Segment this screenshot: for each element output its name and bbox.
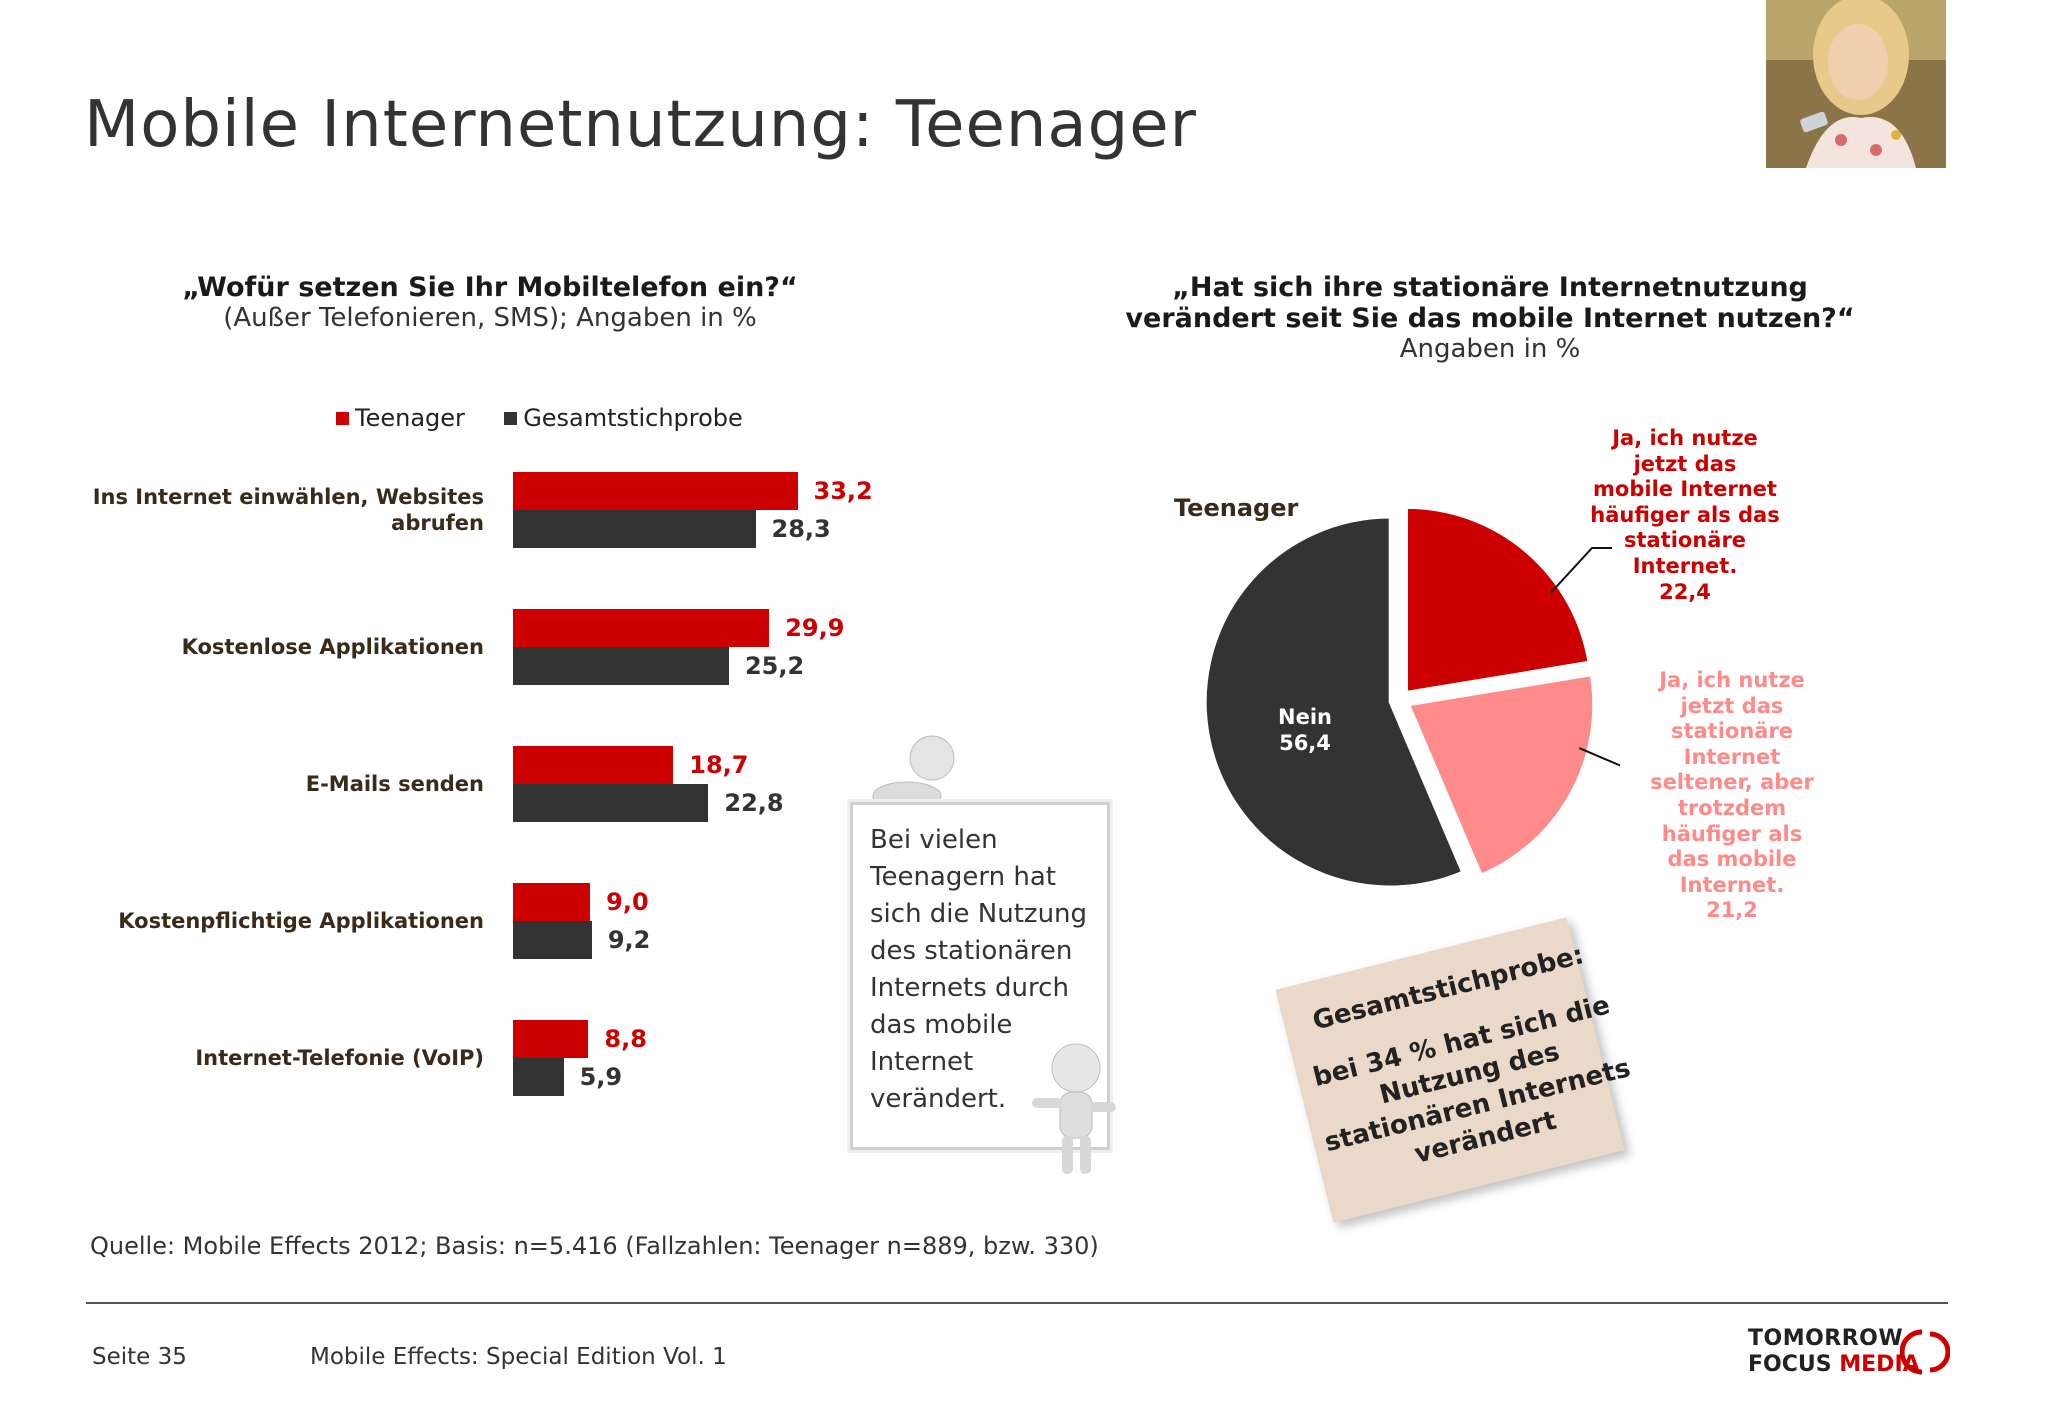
leader-line-ja-haeufiger (1549, 547, 1612, 594)
logo-ring-icon (1900, 1329, 1950, 1375)
category-label: Kostenlose Applikationen (181, 635, 484, 659)
bar-teenager (513, 883, 591, 921)
bar-teenager (513, 472, 798, 510)
category-label: Internet-Telefonie (VoIP) (195, 1046, 484, 1070)
category-label: Ins Internet einwählen, Websites abrufen (92, 485, 484, 535)
legend-label-teenager: Teenager (355, 404, 465, 432)
right-chart-subtitle: Angaben in % (1399, 334, 1581, 364)
pie-slice-nein (1203, 515, 1465, 889)
bar-gesamt (513, 510, 756, 548)
value-label-gesamt: 28,3 (771, 515, 831, 543)
pie-label-ja-seltener: Ja, ich nutze jetzt das stationäre Inter… (1646, 668, 1818, 924)
legend-swatch-gesamt (504, 412, 518, 425)
pie-label-ja-haeufiger-value: 22,4 (1659, 579, 1711, 604)
value-label-gesamt: 5,9 (579, 1063, 623, 1091)
bar-teenager (513, 609, 770, 647)
left-chart-subtitle: (Außer Telefonieren, SMS); Angaben in % (223, 303, 757, 333)
value-label-teenager: 18,7 (689, 751, 749, 779)
bar-gesamt (513, 921, 592, 959)
category-label: E-Mails senden (305, 772, 484, 796)
bar-gesamt (513, 784, 709, 822)
value-label-teenager: 9,0 (606, 888, 649, 916)
pie-title: Teenager (1174, 494, 1299, 522)
source-note: Quelle: Mobile Effects 2012; Basis: n=5.… (90, 1232, 1099, 1260)
pie-label-ja-haeufiger: Ja, ich nutze jetzt das mobile Internet … (1590, 426, 1780, 605)
page-title: Mobile Internetnutzung: Teenager (84, 88, 1197, 162)
left-chart-header: „Wofür setzen Sie Ihr Mobiltelefon ein?“… (170, 272, 810, 333)
category-label: Kostenpflichtige Applikationen (118, 909, 484, 933)
leader-line-ja-seltener (1578, 747, 1620, 767)
logo-line2: FOCUS MEDIA (1748, 1352, 1920, 1377)
pie-label-ja-seltener-text: Ja, ich nutze jetzt das stationäre Inter… (1650, 668, 1814, 897)
value-label-teenager: 33,2 (813, 477, 873, 505)
bar-teenager (513, 1020, 589, 1058)
value-label-teenager: 8,8 (604, 1025, 647, 1053)
pie-label-nein-value: 56,4 (1279, 731, 1331, 755)
value-label-gesamt: 25,2 (744, 652, 805, 680)
teenager-photo (1766, 0, 1946, 168)
pie-slice-ja-seltener (1406, 673, 1596, 878)
note-text: Bei vielen Teenagern hat sich die Nutzun… (870, 825, 1088, 1114)
footer-divider (86, 1302, 1948, 1304)
pie-label-nein: Nein (1278, 705, 1332, 729)
pie-slice-ja-haeufiger (1404, 505, 1591, 695)
value-label-teenager: 29,9 (785, 614, 845, 642)
pie-label-ja-haeufiger-text: Ja, ich nutze jetzt das mobile Internet … (1590, 426, 1780, 578)
bar-teenager (513, 746, 674, 784)
figure-standing-icon (1032, 1043, 1116, 1174)
value-label-gesamt: 9,2 (607, 926, 651, 954)
chart-legend: Teenager Gesamtstichprobe (336, 404, 743, 432)
right-chart-question-line1: „Hat sich ihre stationäre Internetnutzun… (1172, 272, 1808, 303)
note-board (850, 802, 1110, 1150)
pie-label-ja-seltener-value: 21,2 (1706, 898, 1758, 923)
page-number: Seite 35 (92, 1344, 187, 1370)
right-chart-question-line2: verändert seit Sie das mobile Internet n… (1125, 303, 1855, 334)
left-chart-question: „Wofür setzen Sie Ihr Mobiltelefon ein?“ (182, 272, 798, 303)
logo-focus: FOCUS (1748, 1352, 1832, 1377)
footer-title: Mobile Effects: Special Edition Vol. 1 (310, 1344, 727, 1370)
value-label-gesamt: 22,8 (724, 789, 784, 817)
photo-illustration-icon (1766, 0, 1946, 168)
bar-gesamt (513, 1058, 564, 1096)
legend-label-gesamt: Gesamtstichprobe (523, 404, 743, 432)
legend-swatch-teenager (336, 412, 349, 425)
right-chart-header: „Hat sich ihre stationäre Internetnutzun… (1090, 272, 1890, 364)
logo-line1: TOMORROW (1748, 1326, 1904, 1351)
bar-gesamt (513, 647, 729, 685)
